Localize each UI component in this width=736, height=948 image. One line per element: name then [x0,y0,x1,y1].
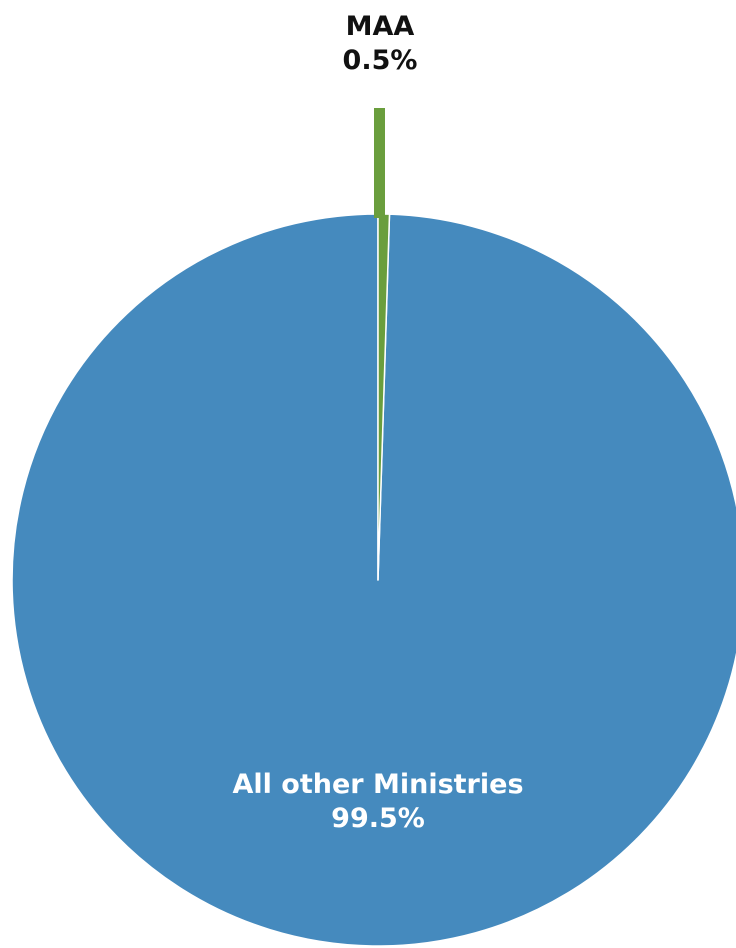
maa-leader-bar [374,108,385,218]
slice-label-all-other-ministries: All other Ministries 99.5% [232,769,523,834]
pie-slices [11,108,736,947]
slice-value-maa: 0.5% [343,45,418,76]
slice-name-all-other-ministries: All other Ministries [232,769,523,800]
pie-slice-all-other-ministries [11,213,736,947]
slice-name-maa: MAA [346,11,415,42]
slice-label-maa: MAA 0.5% [343,11,418,76]
slice-value-all-other-ministries: 99.5% [331,803,425,834]
